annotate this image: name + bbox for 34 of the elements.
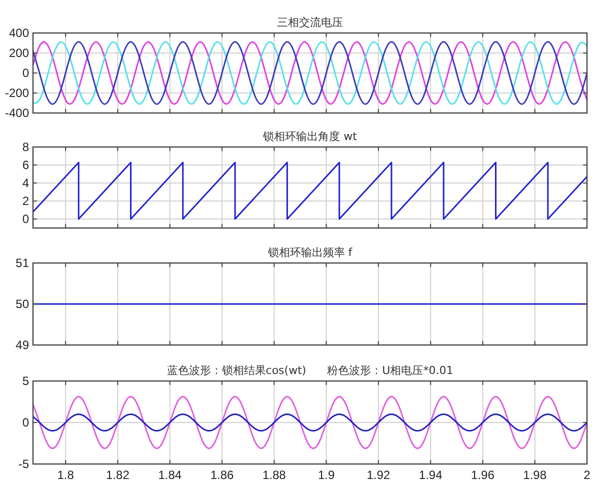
- x-tick-label: 1.8: [57, 468, 74, 482]
- x-tick-label: 1.84: [158, 468, 182, 482]
- y-tick-label: -5: [18, 457, 30, 471]
- y-tick-label: 200: [8, 46, 30, 60]
- y-tick-label: 0: [22, 212, 30, 226]
- y-tick-label: 50: [16, 297, 30, 311]
- chart-title: 蓝色波形：锁相结果cos(wt) 粉色波形：U相电压*0.01: [166, 364, 454, 377]
- y-tick-label: 49: [16, 338, 30, 352]
- x-tick-label: 2: [584, 468, 591, 482]
- chart-title: 锁相环输出频率 f: [266, 246, 354, 259]
- x-tick-label: 1.98: [523, 468, 547, 482]
- y-tick-label: 51: [16, 256, 30, 270]
- y-tick-label: 400: [8, 26, 30, 40]
- y-tick-label: 5: [22, 374, 30, 388]
- y-tick-label: 0: [22, 66, 30, 80]
- line-series: [32, 162, 588, 220]
- line-series: [32, 396, 588, 450]
- chart-title: 三相交流电压: [277, 16, 343, 29]
- x-tick-label: 1.82: [106, 468, 130, 482]
- x-tick-label: 1.86: [210, 468, 234, 482]
- y-tick-label: -200: [4, 86, 30, 100]
- x-tick-label: 1.9: [318, 468, 335, 482]
- y-tick-label: 0: [22, 416, 30, 430]
- x-tick-label: 1.88: [262, 468, 286, 482]
- chart-title: 锁相环输出角度 wt: [262, 130, 358, 143]
- x-tick-label: 1.96: [471, 468, 495, 482]
- x-tick-label: 1.94: [418, 468, 443, 482]
- y-tick-label: 8: [22, 140, 30, 154]
- y-tick-label: 4: [22, 176, 30, 190]
- y-tick-label: -400: [4, 106, 30, 120]
- line-series: [32, 413, 588, 432]
- y-tick-label: 2: [22, 194, 30, 208]
- x-tick-label: 1.92: [366, 468, 390, 482]
- y-tick-label: 6: [22, 158, 30, 172]
